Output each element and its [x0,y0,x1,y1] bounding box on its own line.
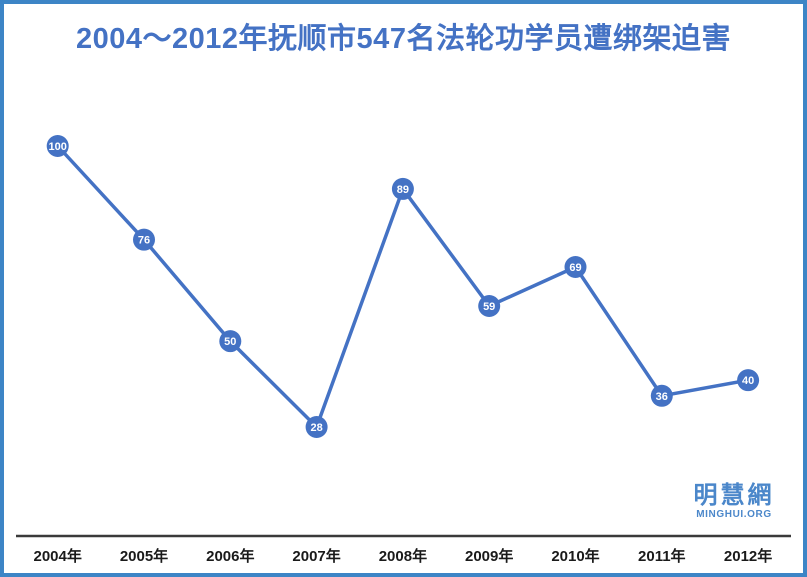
data-point-marker [564,255,587,278]
data-point-marker [391,177,414,200]
minghui-logo: 明慧網 MINGHUI.ORG [688,483,780,520]
data-point-label: 50 [224,336,236,348]
minghui-logo-english: MINGHUI.ORG [696,509,772,521]
x-axis-label: 2008年 [379,547,427,565]
x-axis-label: 2006年 [206,547,254,565]
chart-title: 2004～2012年抚顺市547名法轮功学员遭绑架迫害 [76,23,731,55]
data-point-label: 89 [397,184,409,196]
x-axis-label: 2004年 [34,547,82,565]
data-point-label: 28 [310,422,322,434]
minghui-logo-chinese: 明慧網 [693,482,775,509]
x-axis-label: 2010年 [551,547,599,565]
x-axis-label: 2005年 [120,547,168,565]
data-point-marker [305,416,328,439]
data-point-label: 100 [49,141,67,153]
data-point-marker [650,384,673,407]
data-point-label: 40 [742,375,754,387]
data-point-marker [478,295,501,318]
x-axis-label: 2012年 [724,547,772,565]
data-point-marker [133,228,155,251]
data-point-label: 76 [138,235,150,247]
x-axis-label: 2009年 [465,547,513,565]
data-point-marker [737,369,760,392]
data-point-label: 59 [483,301,495,313]
data-point-marker [219,330,242,353]
data-point-label: 69 [569,262,581,274]
data-point-label: 36 [656,391,668,403]
x-axis-label: 2011年 [638,547,686,565]
x-axis-label: 2007年 [292,547,340,565]
data-point-marker [46,135,69,157]
